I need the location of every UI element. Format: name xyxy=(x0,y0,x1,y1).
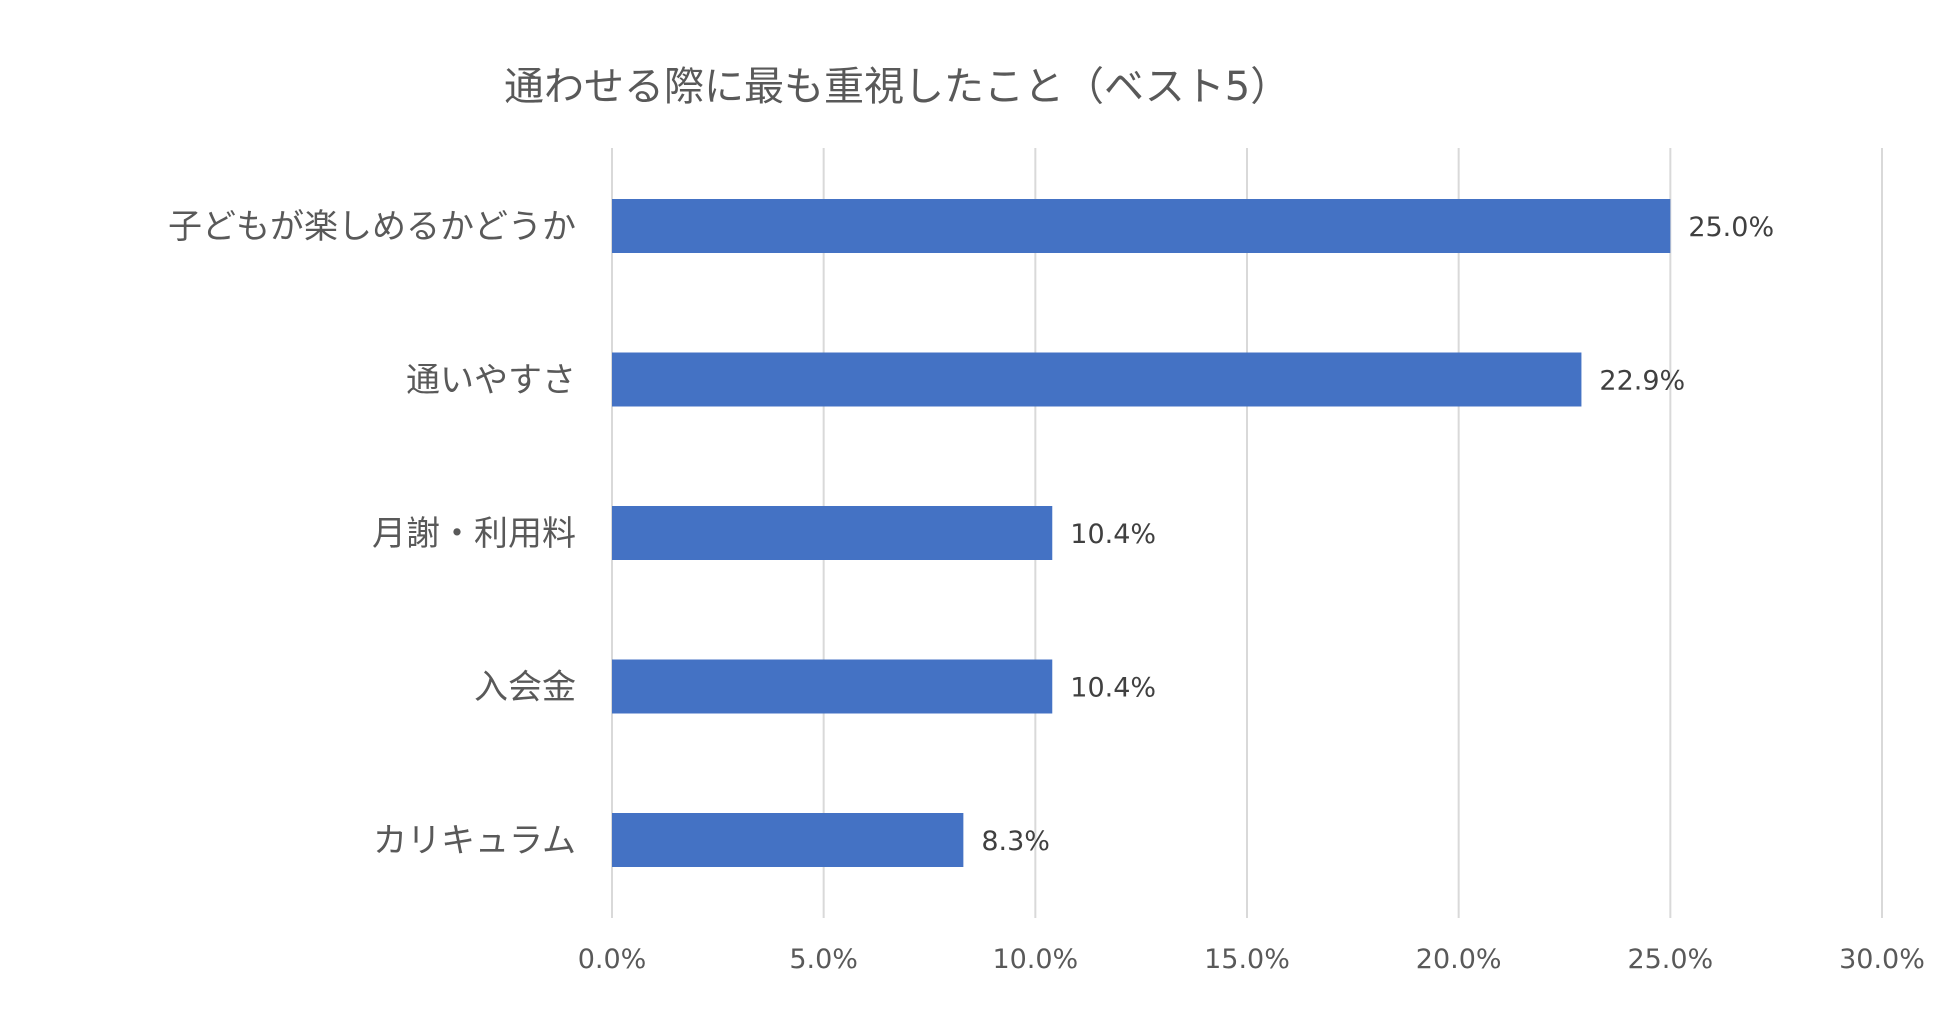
category-label: 入会金 xyxy=(474,668,576,708)
data-label: 22.9% xyxy=(1599,366,1685,397)
category-label: カリキュラム xyxy=(373,821,576,861)
bar xyxy=(612,352,1582,407)
chart-title: 通わせる際に最も重視したこと（ベスト5） xyxy=(504,64,1290,110)
x-tick-label: 5.0% xyxy=(789,944,858,975)
bar xyxy=(612,813,964,867)
x-tick-label: 20.0% xyxy=(1416,944,1502,975)
category-label: 通いやすさ xyxy=(406,361,576,401)
x-tick-label: 10.0% xyxy=(992,944,1078,975)
bar xyxy=(612,659,1053,714)
data-label: 10.4% xyxy=(1070,519,1156,550)
category-label: 子どもが楽しめるかどうか xyxy=(168,207,576,247)
x-tick-label: 0.0% xyxy=(578,944,647,975)
data-label: 10.4% xyxy=(1070,673,1156,704)
category-label: 月謝・利用料 xyxy=(372,514,576,554)
x-tick-label: 25.0% xyxy=(1627,944,1713,975)
x-tick-label: 15.0% xyxy=(1204,944,1290,975)
x-tick-label: 30.0% xyxy=(1839,944,1925,975)
data-labels: 25.0% 22.9% 10.4% 10.4% 8.3% xyxy=(981,212,1774,857)
bars xyxy=(612,199,1671,867)
data-label: 8.3% xyxy=(981,826,1050,857)
bar xyxy=(612,506,1053,560)
bar xyxy=(612,199,1671,253)
data-label: 25.0% xyxy=(1688,212,1774,243)
x-tick-labels: 0.0% 5.0% 10.0% 15.0% 20.0% 25.0% 30.0% xyxy=(578,944,1925,975)
